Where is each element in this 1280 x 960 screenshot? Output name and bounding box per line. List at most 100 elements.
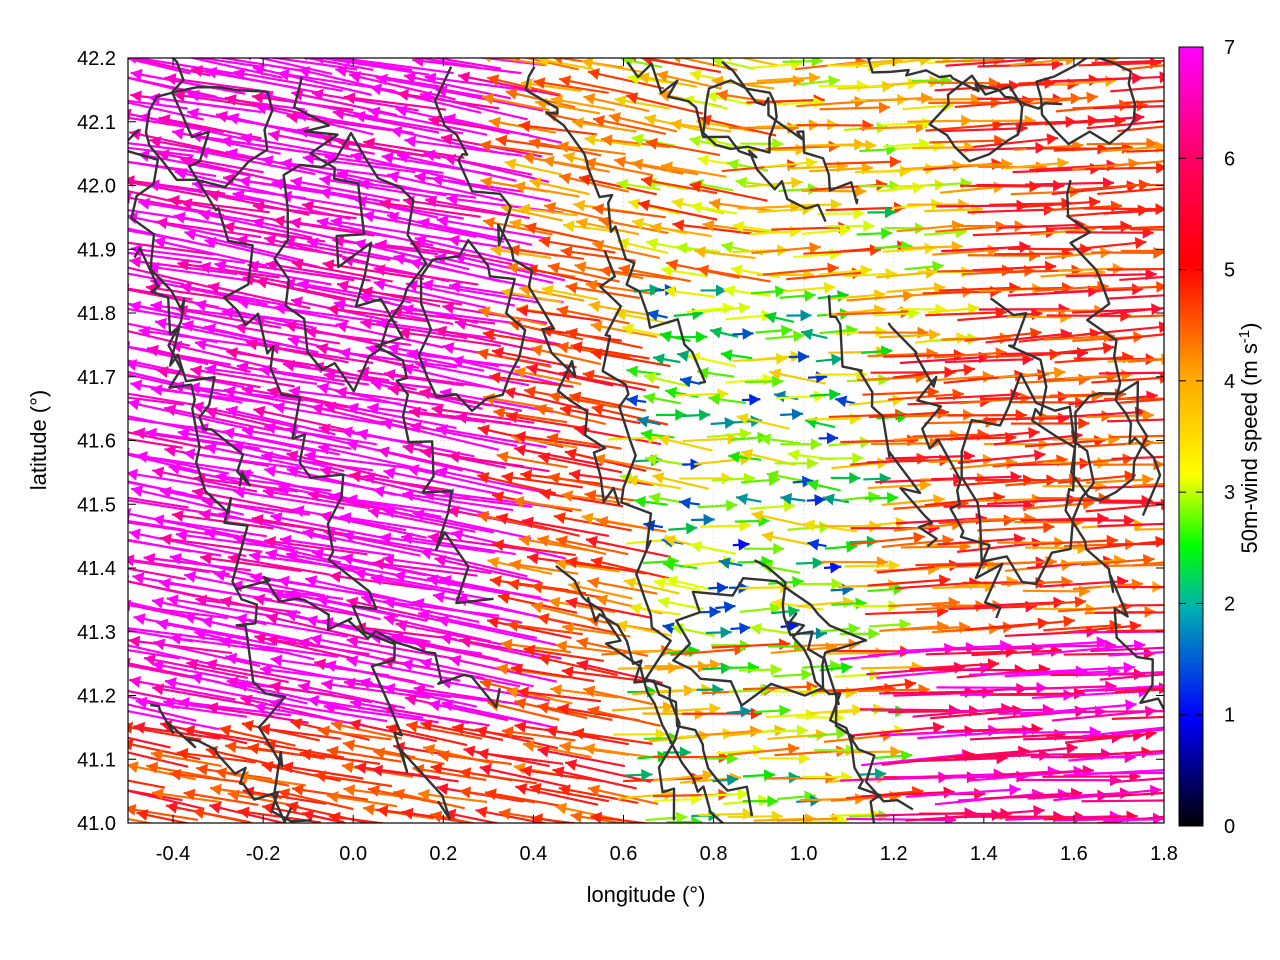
wind-vector [1012, 685, 1117, 691]
wind-vector-head [631, 133, 644, 146]
wind-vector-head [297, 126, 310, 138]
wind-vector-head [720, 626, 732, 639]
wind-vector [153, 239, 268, 267]
wind-vector-head [1065, 58, 1077, 66]
wind-vector [128, 521, 213, 536]
wind-vector-head [550, 684, 562, 697]
wind-vector-head [1131, 283, 1144, 296]
wind-vector [128, 751, 189, 768]
wind-vector-head [512, 496, 525, 508]
wind-vector [430, 58, 502, 70]
wind-vector-head [801, 475, 814, 488]
wind-vector [584, 160, 654, 177]
wind-vector-head [404, 71, 417, 84]
wind-vector [670, 647, 746, 656]
wind-vector-head [402, 489, 414, 502]
wind-vector [508, 247, 585, 261]
wind-vector-head [420, 446, 433, 459]
wind-vector-head [279, 534, 292, 547]
wind-vector [304, 453, 416, 470]
wind-vector-head [428, 114, 441, 127]
wind-vector-head [132, 572, 145, 585]
wind-vector [954, 431, 1040, 440]
wind-vector [590, 815, 652, 823]
wind-vector-head [458, 71, 471, 84]
wind-vector [976, 183, 1065, 187]
wind-vector-head [252, 200, 265, 213]
wind-vector-head [496, 513, 509, 525]
wind-vector [977, 525, 1055, 532]
wind-vector-head [652, 353, 665, 366]
wind-vector-head [146, 761, 159, 774]
wind-vector [175, 307, 282, 329]
wind-vector [405, 282, 516, 307]
wind-vector-head [302, 527, 315, 540]
wind-vector [169, 772, 246, 784]
wind-vector [128, 396, 184, 406]
wind-vector-head [600, 134, 613, 147]
wind-vector-head [852, 452, 864, 465]
wind-vector-head [343, 739, 356, 752]
wind-vector [592, 117, 667, 135]
wind-vector [1097, 749, 1164, 757]
wind-vector [555, 537, 629, 556]
wind-vector-head [805, 708, 817, 721]
wind-vector-head [644, 114, 657, 126]
wind-vector-head [206, 702, 219, 715]
wind-vector-head [559, 75, 572, 88]
contour-line [866, 58, 1063, 110]
wind-vector [991, 692, 1086, 696]
wind-vector [417, 612, 538, 640]
wind-vector-head [751, 510, 764, 522]
wind-vector-head [890, 745, 902, 758]
wind-vector-head [1001, 264, 1014, 277]
wind-vector-head [592, 239, 605, 252]
wind-vector-head [451, 529, 464, 541]
wind-vector [370, 576, 490, 601]
wind-vector-head [631, 58, 637, 62]
wind-vector-head [578, 173, 591, 186]
wind-vector-head [615, 620, 628, 632]
wind-vector-head [590, 556, 604, 569]
wind-vector-head [1169, 155, 1180, 167]
wind-vector-head [479, 139, 492, 152]
wind-vector-head [830, 198, 842, 211]
wind-vector [258, 367, 370, 386]
wind-vector-head [213, 569, 226, 582]
wind-vector [372, 561, 478, 577]
wind-vector-head [367, 402, 379, 415]
wind-vector [1040, 539, 1118, 546]
wind-vector-head [370, 379, 383, 391]
wind-vector-head [320, 465, 333, 478]
wind-vector [924, 495, 1005, 507]
wind-vector-head [643, 392, 656, 405]
wind-vector [562, 625, 631, 638]
wind-vector-head [804, 289, 816, 302]
wind-vector-head [204, 363, 217, 376]
wind-vector [226, 350, 329, 369]
wind-vector-head [488, 371, 501, 384]
wind-vector-head [1050, 644, 1062, 657]
wind-vector-head [626, 474, 639, 487]
wind-vector [280, 193, 394, 215]
y-tick-label: 41.9 [77, 239, 116, 261]
wind-vector [1100, 145, 1164, 153]
wind-vector-head [128, 657, 131, 670]
wind-vector-head [314, 58, 324, 65]
wind-vector-head [775, 352, 788, 365]
wind-vector-head [585, 279, 598, 292]
wind-vector [164, 679, 285, 705]
wind-vector [146, 764, 220, 780]
y-tick-label: 42.2 [77, 48, 116, 70]
wind-vector-head [166, 594, 179, 607]
wind-vector-head [560, 246, 573, 258]
contour-line [236, 576, 501, 709]
wind-vector [689, 183, 768, 202]
wind-vector [356, 431, 475, 458]
wind-vector-head [545, 725, 558, 738]
wind-vector [247, 745, 326, 760]
wind-vector-head [529, 782, 542, 795]
wind-vector [327, 307, 429, 323]
wind-vector-head [974, 787, 986, 800]
wind-vector-head [588, 300, 601, 313]
